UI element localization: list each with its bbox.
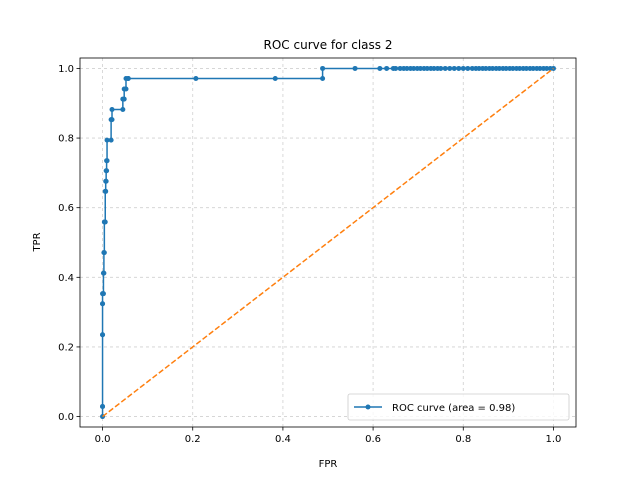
roc-point xyxy=(109,107,115,113)
x-axis-label: FPR xyxy=(319,459,338,470)
roc-point xyxy=(544,65,550,71)
roc-point xyxy=(469,65,475,71)
roc-point xyxy=(530,65,536,71)
roc-point xyxy=(193,76,199,82)
x-tick-label: 0.0 xyxy=(95,434,111,445)
legend-label: ROC curve (area = 0.98) xyxy=(392,403,515,414)
legend: ROC curve (area = 0.98) xyxy=(347,393,570,421)
roc-point xyxy=(456,65,462,71)
legend-marker xyxy=(365,404,371,410)
roc-point xyxy=(510,65,516,71)
roc-point xyxy=(496,65,502,71)
roc-point xyxy=(123,86,129,92)
roc-point xyxy=(517,65,523,71)
roc-point xyxy=(393,65,399,71)
roc-point xyxy=(109,117,115,123)
x-tick-label: 0.2 xyxy=(185,434,201,445)
roc-point xyxy=(476,65,482,71)
roc-point xyxy=(523,65,529,71)
y-tick-label: 1.0 xyxy=(58,64,74,75)
roc-point xyxy=(384,65,390,71)
roc-point xyxy=(102,219,108,225)
roc-point xyxy=(100,291,106,297)
roc-point xyxy=(104,158,110,164)
roc-point xyxy=(320,65,326,71)
chart-title: ROC curve for class 2 xyxy=(264,38,393,52)
x-tick-label: 0.8 xyxy=(455,434,471,445)
y-tick-label: 0.2 xyxy=(58,342,74,353)
roc-point xyxy=(404,65,410,71)
roc-point xyxy=(377,65,383,71)
roc-point xyxy=(120,107,126,113)
y-tick-label: 0.4 xyxy=(58,273,74,284)
roc-point xyxy=(108,137,114,143)
roc-point xyxy=(397,65,403,71)
roc-point xyxy=(451,65,457,71)
roc-point xyxy=(411,65,417,71)
x-tick-label: 1.0 xyxy=(546,434,562,445)
roc-point xyxy=(100,403,106,409)
roc-point xyxy=(438,65,444,71)
y-tick-label: 0.6 xyxy=(58,203,74,214)
y-tick-label: 0.0 xyxy=(58,412,74,423)
roc-point xyxy=(442,65,448,71)
roc-point xyxy=(104,137,110,143)
x-tick-label: 0.6 xyxy=(365,434,381,445)
roc-point xyxy=(103,178,109,184)
roc-point xyxy=(121,96,127,102)
roc-point xyxy=(417,65,423,71)
series-layer xyxy=(100,65,556,420)
roc-point xyxy=(460,65,466,71)
axis-ticks: 0.0 0.2 0.4 0.6 0.8 1.0 0.0 0.2 0.4 0.6 0.8 1.0 xyxy=(58,64,561,445)
x-tick-label: 0.4 xyxy=(275,434,291,445)
roc-point xyxy=(352,65,358,71)
roc-point xyxy=(272,76,278,82)
roc-point xyxy=(100,301,106,307)
roc-point xyxy=(537,65,543,71)
roc-point xyxy=(320,76,326,82)
roc-point xyxy=(103,188,109,194)
legend-box xyxy=(347,393,570,421)
roc-point xyxy=(101,270,107,276)
roc-point xyxy=(483,65,489,71)
roc-point xyxy=(424,65,430,71)
roc-point xyxy=(503,65,509,71)
roc-point xyxy=(447,65,453,71)
y-axis-label: TPR xyxy=(32,232,43,252)
roc-point xyxy=(490,65,496,71)
plot-frame xyxy=(79,57,577,428)
roc-point xyxy=(104,168,110,174)
roc-point xyxy=(550,65,556,71)
chance-diagonal-line xyxy=(102,67,554,418)
roc-point xyxy=(100,332,106,338)
roc-point xyxy=(465,65,471,71)
roc-point xyxy=(431,65,437,71)
roc-point xyxy=(101,250,107,256)
y-tick-label: 0.8 xyxy=(58,134,74,145)
roc-point xyxy=(125,76,131,82)
